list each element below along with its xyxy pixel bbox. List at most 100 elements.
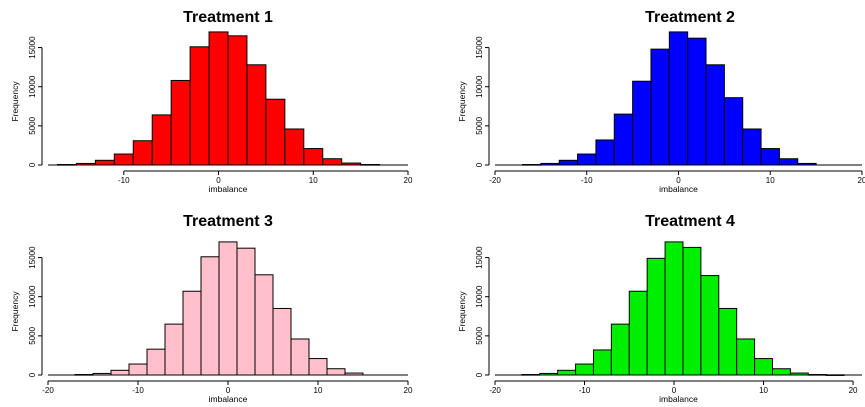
histogram-bar: [132, 140, 153, 166]
x-tick-label: -10: [579, 386, 591, 395]
x-tick-label: -20: [42, 386, 54, 395]
histogram-bar: [632, 80, 652, 166]
histogram-bar: [668, 31, 689, 166]
histogram-bar: [56, 164, 77, 166]
y-tick-label: 15000: [28, 246, 37, 269]
histogram-bar: [170, 79, 191, 166]
x-axis-label: imbalance: [659, 184, 698, 194]
histogram-bar: [75, 162, 96, 166]
y-tick-label: 5000: [28, 116, 37, 134]
y-tick-label: 15000: [475, 246, 484, 269]
histogram-bar: [189, 46, 210, 166]
y-tick-label: 0: [28, 162, 37, 167]
histogram-bar: [592, 349, 612, 376]
x-axis-label: imbalance: [659, 394, 698, 404]
histogram-bar: [687, 37, 707, 166]
histogram-bar: [236, 247, 256, 376]
y-tick-label: 10000: [475, 75, 484, 98]
x-tick-label: -20: [489, 176, 501, 185]
histogram-bar: [151, 114, 172, 166]
histogram-bar: [797, 162, 817, 166]
y-tick-label: 10000: [28, 75, 37, 98]
x-axis-label: imbalance: [209, 184, 248, 194]
histogram-bar: [113, 153, 134, 166]
histogram-bar: [736, 338, 756, 376]
histogram-bar: [303, 148, 324, 166]
y-tick-label: 5000: [28, 326, 37, 344]
histogram-bar: [718, 307, 738, 376]
histogram-bar: [771, 368, 791, 376]
histogram-bar: [540, 162, 560, 166]
histogram-bar: [577, 153, 597, 166]
histogram-bar: [200, 256, 220, 376]
histogram-bar: [760, 148, 780, 166]
x-tick-label: 0: [226, 386, 231, 395]
histogram-bar: [208, 31, 229, 166]
y-tick-label: 10000: [475, 285, 484, 308]
histogram-bar: [521, 374, 541, 376]
x-tick-label: 20: [858, 176, 865, 185]
histogram-bar: [723, 97, 744, 166]
y-axis-label: Frequency: [10, 81, 20, 122]
x-tick-label: 0: [672, 386, 677, 395]
x-tick-label: 0: [216, 176, 221, 185]
histogram-bar: [164, 323, 184, 376]
y-tick-label: 10000: [28, 285, 37, 308]
x-tick-label: 10: [314, 386, 323, 395]
y-axis-label: Frequency: [10, 291, 20, 332]
histogram-bar: [610, 323, 630, 376]
histogram-bar: [778, 158, 799, 166]
x-tick-label: 20: [404, 176, 413, 185]
panel-4: Treatment 4-20 -10 0 10 20imbalance050001000…: [457, 213, 862, 404]
histogram-bar: [218, 241, 238, 376]
histogram-bar: [700, 275, 720, 376]
x-tick-label: -20: [489, 386, 501, 395]
histogram-bar: [613, 113, 634, 166]
histogram-bar: [825, 374, 845, 376]
histogram-bar: [341, 162, 362, 166]
histogram-bar: [682, 246, 702, 376]
chart-title: Treatment 4: [645, 213, 735, 230]
panel-1: Treatment 1-10 0 10 20imbalance050001000015…: [10, 9, 413, 194]
panel-3: Treatment 3-20 -10 0 10 20imbalance050001000…: [10, 213, 413, 404]
histogram-bar: [646, 257, 666, 376]
y-tick-label: 5000: [475, 116, 484, 134]
histogram-bar: [344, 372, 364, 376]
panel-2: Treatment 2-20 -10 0 10 20imbalance050001000…: [457, 9, 865, 194]
histogram-bar: [110, 369, 130, 376]
histogram-bar: [322, 158, 343, 166]
y-axis-label: Frequency: [457, 291, 467, 332]
y-tick-label: 15000: [28, 36, 37, 59]
histogram-bar: [254, 274, 274, 376]
x-tick-label: 20: [849, 386, 858, 395]
histogram-bar: [650, 48, 670, 166]
histogram-bar: [246, 64, 267, 166]
x-tick-label: -10: [581, 176, 593, 185]
histogram-bar: [265, 98, 286, 166]
x-tick-label: 20: [404, 386, 413, 395]
histogram-bar: [742, 128, 762, 166]
histogram-bar: [558, 159, 579, 166]
histogram-bar: [182, 290, 202, 376]
x-tick-label: 0: [676, 176, 681, 185]
chart-title: Treatment 3: [183, 213, 273, 230]
y-tick-label: 0: [475, 372, 484, 377]
histogram-bar: [326, 368, 346, 376]
histogram-bar: [664, 241, 684, 376]
y-tick-label: 0: [28, 372, 37, 377]
histogram-bar: [128, 363, 148, 376]
histogram-bar: [272, 307, 292, 376]
histogram-bar: [705, 64, 725, 166]
histogram-bar: [290, 338, 310, 376]
y-tick-label: 5000: [475, 326, 484, 344]
histogram-bar: [146, 348, 166, 376]
chart-title: Treatment 1: [183, 9, 273, 26]
x-axis-label: imbalance: [209, 394, 248, 404]
histogram-bar: [628, 290, 648, 376]
histogram-bar: [360, 164, 381, 166]
histogram-bar: [575, 363, 594, 376]
histogram-bar: [522, 164, 542, 166]
x-tick-label: 10: [766, 176, 775, 185]
histogram-bar: [754, 358, 773, 376]
